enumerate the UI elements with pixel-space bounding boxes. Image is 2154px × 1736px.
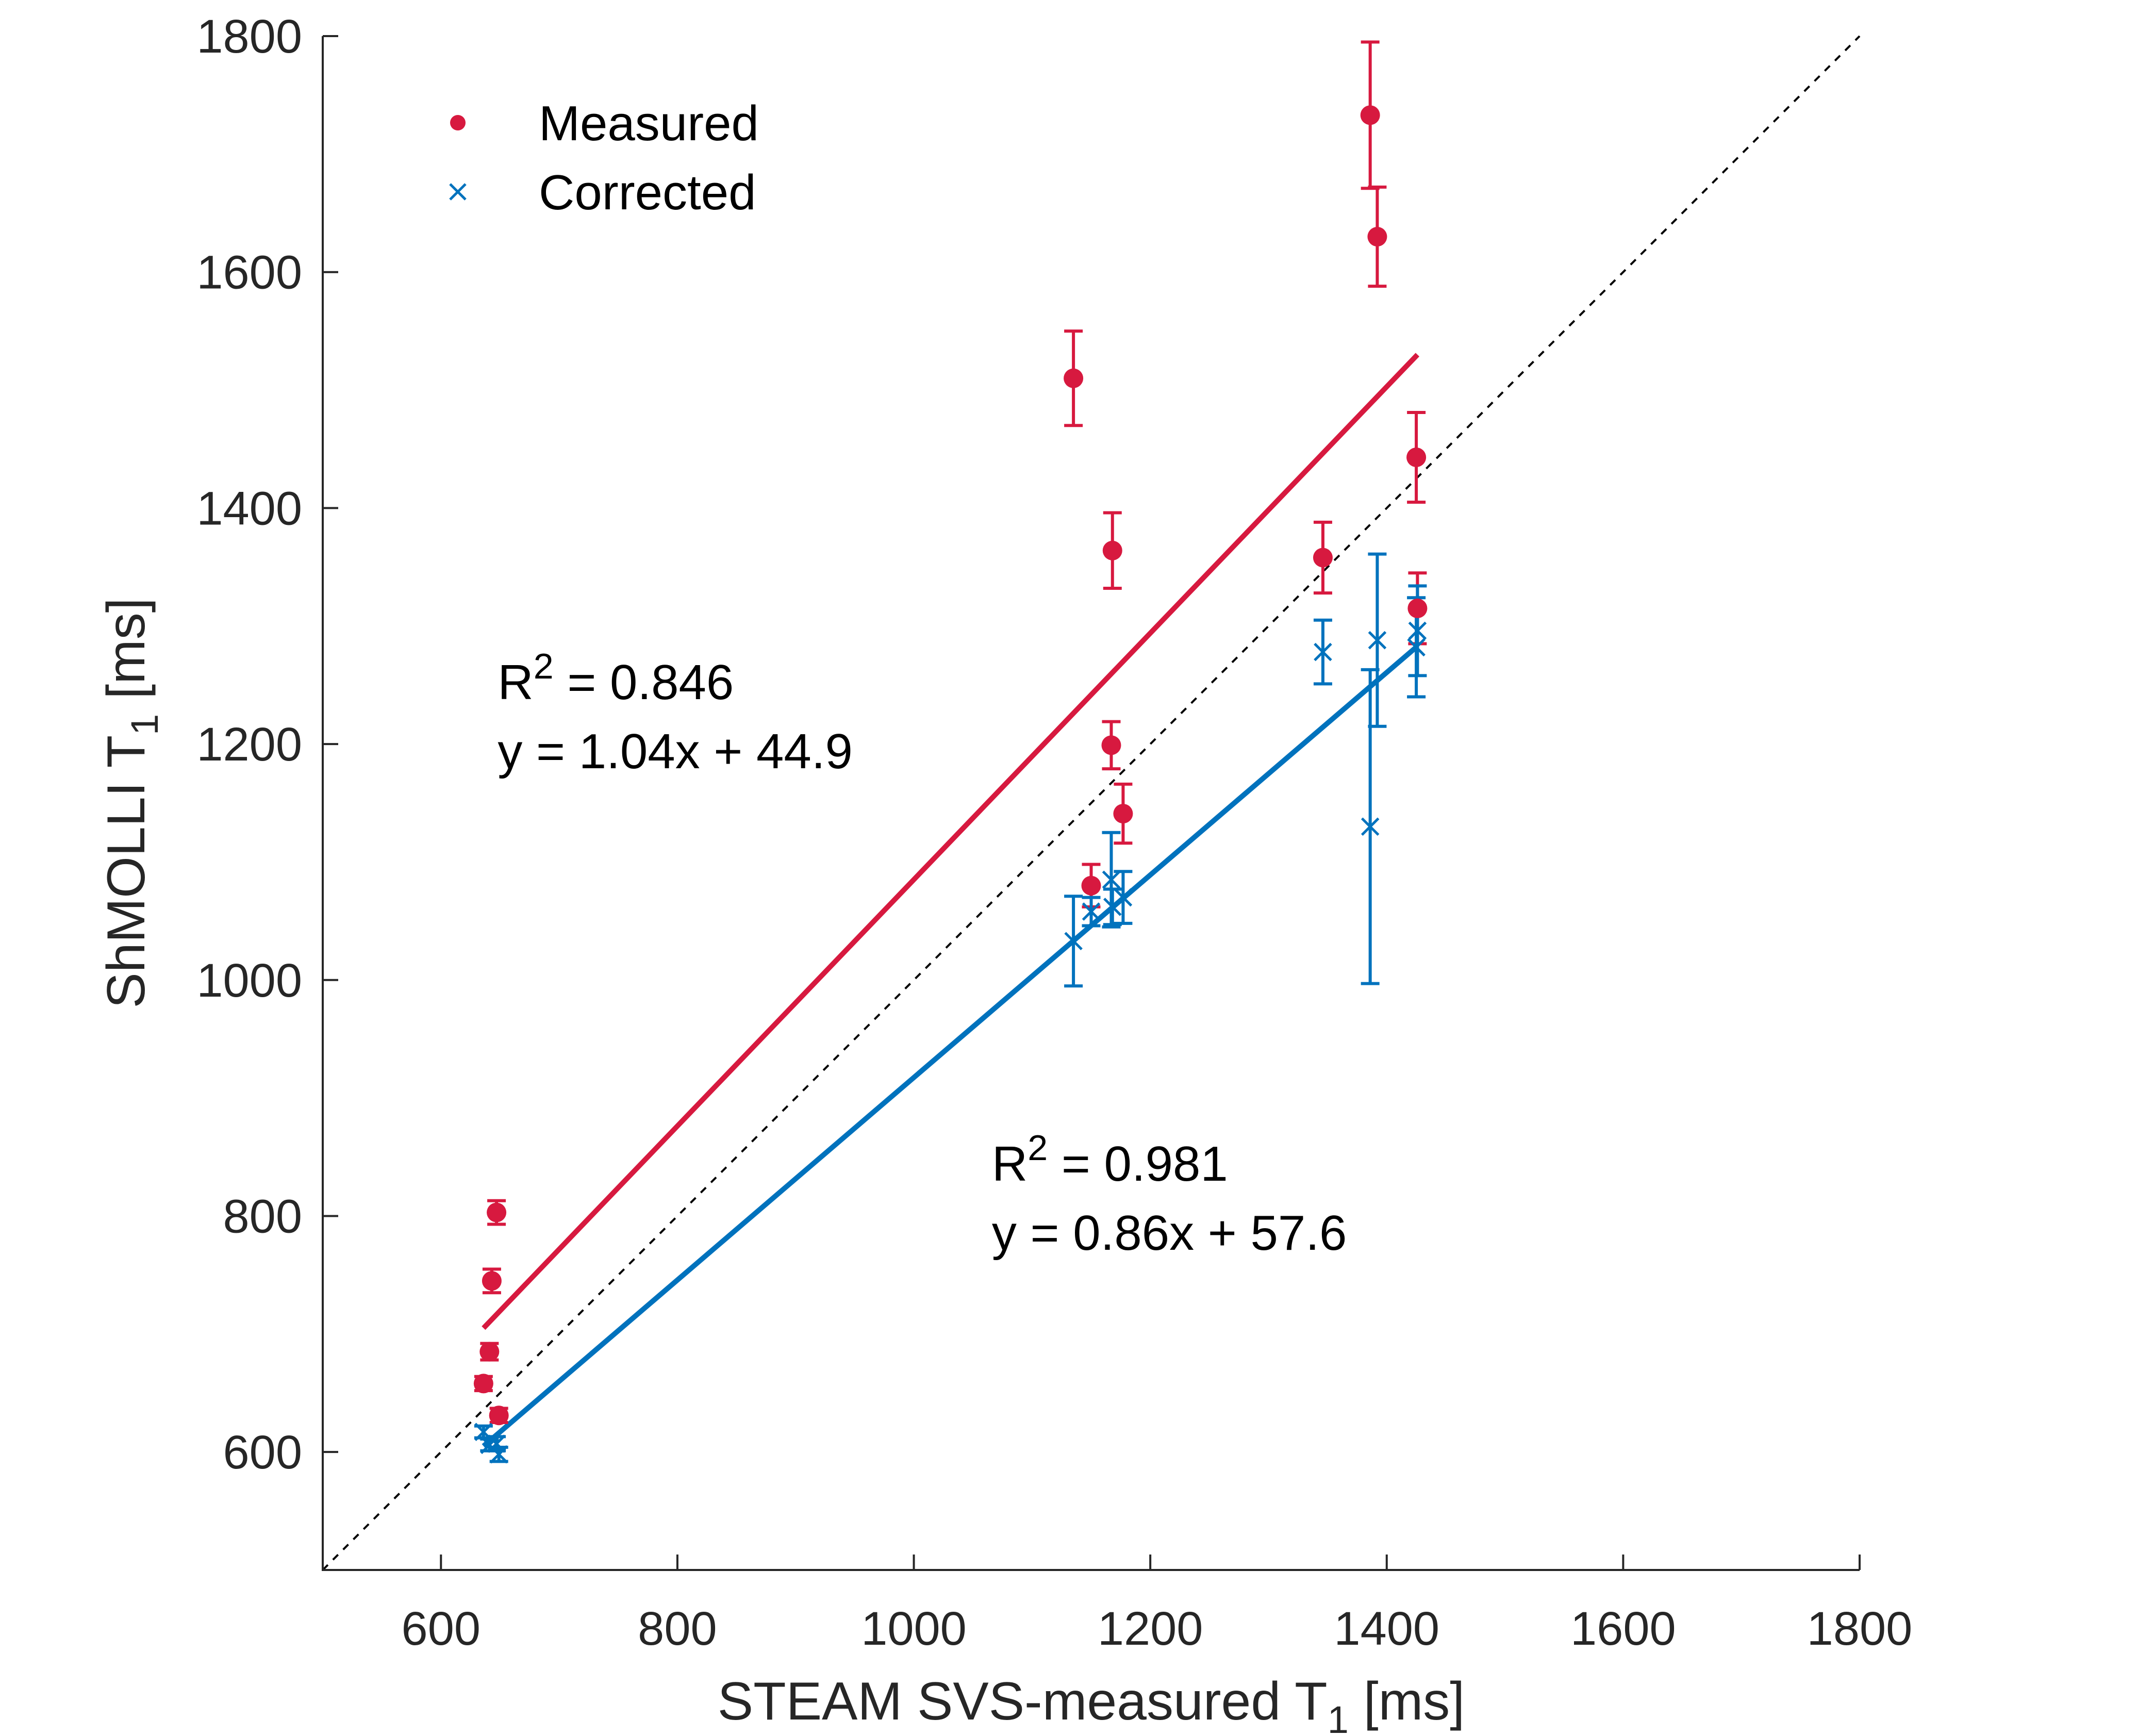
measured-point [1064,368,1084,388]
corrected-point [1361,817,1380,836]
measured-point [487,1202,507,1222]
fit-lines [482,353,1419,1448]
x-tick-label: 1400 [1334,1602,1439,1655]
measured-point [473,1374,493,1394]
x-tick-label: 1000 [861,1602,967,1655]
legend: Measured Corrected [449,96,759,220]
x-tick-label: 800 [638,1602,717,1655]
measured-fit-line [482,353,1419,1330]
corrected-point [1102,870,1121,889]
y-tick-label: 1800 [196,10,302,63]
y-axis-label-main: ShMOLLI T [96,735,156,1008]
corrected-point [487,1434,506,1453]
corrected-point [1314,642,1332,662]
y-tick-label: 1600 [196,246,302,299]
corrected-point [1368,631,1387,650]
measured-point [1313,548,1333,568]
identity-line [322,35,1861,1571]
measured-r2-value: = 0.846 [554,655,734,710]
legend-corrected-label: Corrected [539,165,756,220]
y-axis-label-unit: [ms] [96,598,156,714]
measured-point [1406,447,1427,467]
measured-point [1113,804,1133,824]
measured-point [1367,227,1387,247]
y-tick-label: 1400 [196,482,302,535]
y-axis-label-sub: 1 [123,714,166,735]
corrected-point [489,1445,508,1464]
y-tick-label: 800 [223,1190,303,1243]
corrected-point [1408,621,1427,640]
corrected-point [1114,888,1133,907]
y-tick-label: 1000 [196,954,302,1007]
x-axis-label-sub: 1 [1328,1698,1349,1736]
x-axis-label-unit: [ms] [1349,1672,1465,1731]
x-axis-label-main: STEAM SVS-measured T [718,1672,1328,1731]
corrected-r2-label: R [992,1136,1028,1192]
measured-r2-label: R [498,655,533,710]
corrected-point [1064,932,1083,951]
corrected-point [1407,638,1426,657]
measured-r2-text: R2 = 0.846 [498,646,734,710]
y-axis-label: ShMOLLI T1 [ms] [96,598,166,1008]
corrected-r2-text: R2 = 0.981 [992,1128,1228,1192]
measured-fit-annotation: R2 = 0.846 y = 1.04x + 44.9 [498,646,853,779]
x-axis-ticks: 600 800 1000 1200 1400 1600 1800 [402,1555,1913,1655]
corrected-fit-annotation: R2 = 0.981 y = 0.86x + 57.6 [992,1128,1347,1261]
corrected-fit-line [482,644,1419,1448]
corrected-equation: y = 0.86x + 57.6 [992,1205,1347,1261]
measured-point [1407,598,1428,618]
legend-corrected-marker [449,183,467,201]
measured-point [1102,540,1122,560]
measured-point [482,1271,502,1291]
y-tick-label: 600 [223,1426,303,1479]
corrected-r2-sup: 2 [1028,1128,1048,1168]
x-tick-label: 1600 [1570,1602,1676,1655]
x-tick-label: 1200 [1098,1602,1203,1655]
measured-point [489,1406,509,1426]
measured-point [1081,875,1101,896]
x-tick-label: 600 [402,1602,481,1655]
y-axis-ticks: 600 800 1000 1200 1400 1600 1800 [196,10,338,1479]
measured-point [479,1342,500,1362]
legend-measured-label: Measured [539,96,759,151]
corrected-r2-value: = 0.981 [1048,1136,1228,1192]
corrected-point [1082,902,1101,921]
measured-point [1360,105,1380,125]
legend-measured-marker [450,115,466,130]
data-markers [473,105,1428,1464]
measured-equation: y = 1.04x + 44.9 [498,724,853,779]
x-tick-label: 1800 [1807,1602,1913,1655]
axes [322,36,1860,1571]
y-tick-label: 1200 [196,718,302,771]
measured-r2-sup: 2 [534,646,554,686]
error-bars [474,40,1427,1463]
measured-point [1101,735,1121,755]
x-axis-label: STEAM SVS-measured T1 [ms] [718,1672,1465,1736]
